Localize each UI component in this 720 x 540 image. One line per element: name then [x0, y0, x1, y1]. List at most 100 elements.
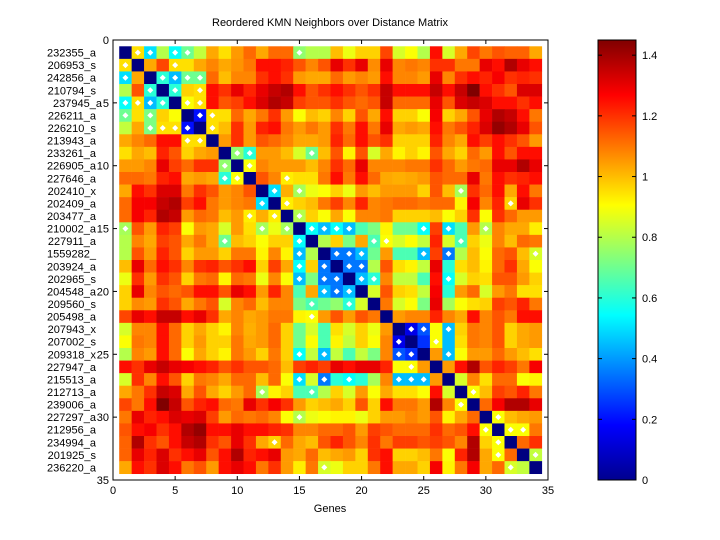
- heatmap-cell: [305, 423, 319, 437]
- heatmap-cell: [529, 184, 543, 198]
- heatmap-cell: [529, 234, 543, 248]
- heatmap-cell: [318, 84, 331, 97]
- heatmap-cell: [367, 310, 381, 324]
- heatmap-cell: [330, 385, 344, 399]
- heatmap-cell: [492, 134, 505, 148]
- heatmap-cell: [529, 58, 543, 72]
- heatmap-cell: [367, 385, 381, 399]
- x-tick-label: 25: [418, 485, 430, 497]
- row-label: 227947_a: [47, 362, 97, 374]
- heatmap-cell: [293, 121, 306, 135]
- heatmap-cell: [119, 310, 132, 324]
- heatmap-cell: [454, 109, 468, 123]
- heatmap-cell: [417, 423, 431, 437]
- heatmap-cell: [318, 297, 331, 311]
- heatmap-cell: [206, 285, 219, 299]
- heatmap-cell: [268, 146, 282, 160]
- heatmap-cell: [417, 146, 431, 160]
- heatmap-cell: [144, 197, 157, 211]
- heatmap-cell: [243, 385, 257, 399]
- heatmap-cell: [144, 146, 157, 160]
- neighbor-marker: [159, 125, 166, 131]
- neighbor-marker: [321, 225, 328, 232]
- heatmap-cell: [330, 172, 344, 185]
- heatmap-cell: [504, 109, 518, 123]
- neighbor-marker: [296, 351, 303, 358]
- heatmap-cell: [516, 146, 530, 160]
- heatmap-cell: [268, 96, 282, 110]
- heatmap-cell: [243, 134, 257, 148]
- heatmap-cell: [156, 385, 170, 399]
- heatmap-cell: [156, 373, 170, 387]
- heatmap-cell: [293, 96, 306, 110]
- heatmap-cell: [504, 385, 518, 399]
- heatmap-cell: [156, 109, 170, 123]
- heatmap-cell: [429, 373, 443, 387]
- heatmap-cell: [417, 272, 431, 286]
- heatmap-cell: [392, 360, 406, 374]
- heatmap-cell: [367, 360, 381, 374]
- heatmap-cell: [280, 134, 294, 148]
- heatmap-cell: [392, 448, 406, 462]
- heatmap-cell: [417, 448, 431, 462]
- neighbor-marker: [296, 376, 303, 383]
- heatmap-cell: [293, 109, 306, 123]
- heatmap-cell: [268, 360, 282, 374]
- heatmap-cell: [417, 71, 431, 85]
- y-tick-label: 10: [97, 161, 109, 173]
- x-tick-label: 30: [480, 485, 492, 497]
- heatmap-cell: [405, 222, 418, 236]
- heatmap-cell: [255, 461, 269, 475]
- heatmap-cell: [504, 436, 518, 449]
- heatmap-cells: [119, 46, 543, 475]
- heatmap-cell: [367, 398, 381, 412]
- heatmap-cell: [442, 260, 456, 273]
- heatmap-cell: [218, 348, 232, 361]
- heatmap-cell: [144, 373, 157, 387]
- heatmap-cell: [156, 423, 170, 437]
- heatmap-cell: [330, 322, 344, 336]
- heatmap-cell: [293, 398, 306, 412]
- heatmap-cell: [467, 58, 480, 72]
- heatmap-cell: [467, 348, 480, 361]
- heatmap-cell: [417, 234, 431, 248]
- heatmap-cell: [380, 335, 393, 349]
- heatmap-cell: [504, 335, 518, 349]
- heatmap-cell: [268, 46, 282, 60]
- heatmap-cell: [255, 335, 269, 349]
- heatmap-cell: [131, 348, 145, 361]
- heatmap-cell: [119, 272, 132, 286]
- neighbor-marker: [383, 238, 390, 245]
- heatmap-cell: [255, 310, 269, 324]
- heatmap-cell: [442, 134, 456, 148]
- heatmap-cell: [355, 310, 369, 324]
- heatmap-cell: [342, 448, 356, 462]
- heatmap-cell: [168, 297, 182, 311]
- heatmap-cell: [355, 373, 369, 387]
- row-label: 204548_a: [47, 286, 97, 298]
- heatmap-cell: [255, 209, 269, 223]
- row-label: 207002_s: [48, 337, 97, 349]
- heatmap-cell: [231, 348, 244, 361]
- heatmap-cell: [380, 96, 393, 110]
- heatmap-cell: [168, 96, 182, 110]
- heatmap-cell: [479, 360, 493, 374]
- heatmap-cell: [231, 322, 244, 336]
- heatmap-cell: [417, 297, 431, 311]
- heatmap-cell: [144, 134, 157, 148]
- heatmap-cell: [218, 310, 232, 324]
- heatmap-cell: [405, 310, 418, 324]
- heatmap-cell: [492, 172, 505, 185]
- neighbor-marker: [495, 451, 502, 458]
- x-tick-label: 0: [110, 485, 116, 497]
- heatmap-cell: [454, 360, 468, 374]
- neighbor-marker: [395, 376, 402, 383]
- heatmap-cell: [144, 398, 157, 412]
- neighbor-marker: [147, 87, 154, 94]
- heatmap-cell: [454, 448, 468, 462]
- heatmap-cell: [144, 260, 157, 273]
- heatmap-cell: [516, 71, 530, 85]
- heatmap-cell: [342, 385, 356, 399]
- heatmap-cell: [405, 134, 418, 148]
- heatmap-cell: [255, 322, 269, 336]
